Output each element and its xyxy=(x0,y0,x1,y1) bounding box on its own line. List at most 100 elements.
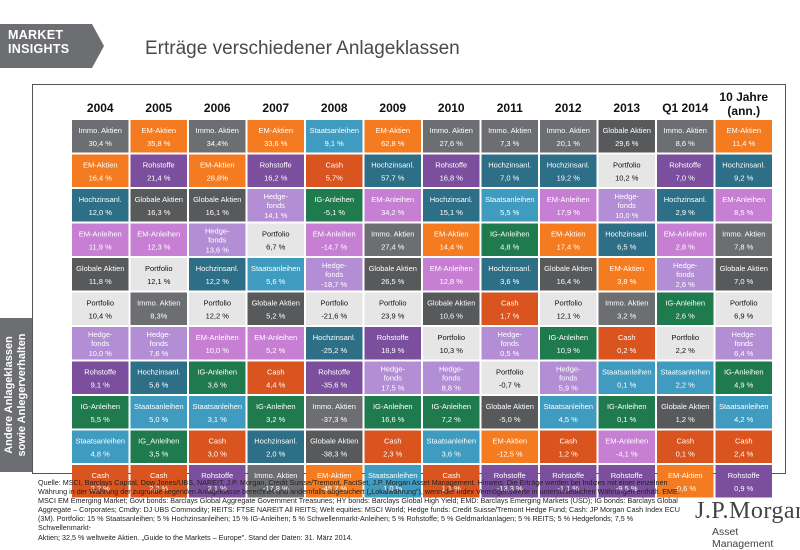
table-cell xyxy=(715,189,772,222)
cell-return-value: 3,6 % xyxy=(500,277,520,286)
cell-return-value: 3,6 % xyxy=(442,450,462,459)
table-cell xyxy=(364,189,421,222)
cell-return-value: 5,0 % xyxy=(149,415,169,424)
cell-asset-label: IG-Anleihen xyxy=(80,402,120,411)
table-cell xyxy=(130,154,187,187)
cell-return-value: -21,6 % xyxy=(321,312,347,321)
cell-asset-label: Portfolio xyxy=(496,368,524,377)
cell-return-value: 0,5 % xyxy=(500,349,520,358)
cell-return-value: 0,9 % xyxy=(734,484,754,493)
cell-asset-label: Hochzinsanl. xyxy=(196,264,239,273)
cell-asset-label: Immo. Aktien xyxy=(605,299,648,308)
cell-asset-label: Portfolio xyxy=(554,299,582,308)
cell-asset-label: IG-Anleihen xyxy=(490,230,530,239)
table-cell xyxy=(306,396,363,429)
cell-asset-label: Immo. Aktien xyxy=(488,126,531,135)
cell-asset-label: Immo. Aktien xyxy=(196,126,239,135)
cell-return-value: 17,5 % xyxy=(381,384,405,393)
cell-return-value: 8,3% xyxy=(150,312,167,321)
cell-asset-label: EM-Aktien xyxy=(492,437,527,446)
table-cell xyxy=(657,120,714,153)
cell-return-value: 2,2 % xyxy=(149,484,169,493)
page-title: Erträge verschiedener Anlageklassen xyxy=(145,38,460,59)
cell-return-value: 5,7% xyxy=(326,174,343,183)
cell-asset-label: EM-Anleihen xyxy=(664,230,707,239)
column-header: 2005 xyxy=(145,101,172,115)
table-cell xyxy=(72,120,129,153)
cell-asset-label: Portfolio xyxy=(613,161,641,170)
cell-return-value: 16,1 % xyxy=(206,208,230,217)
cell-return-value: 1,1 % xyxy=(442,484,462,493)
cell-return-value: 14,4 % xyxy=(440,243,464,252)
cell-asset-label: fonds xyxy=(150,339,169,348)
cell-asset-label: Immo. Aktien xyxy=(254,471,297,480)
cell-return-value: 35,8 % xyxy=(147,139,171,148)
cell-asset-label: EM-Anleihen xyxy=(371,195,414,204)
cell-asset-label: EM-Aktien xyxy=(141,126,176,135)
cell-return-value: 12,3 % xyxy=(147,243,171,252)
cell-return-value: 6,7 % xyxy=(266,243,286,252)
cell-asset-label: Immo. Aktien xyxy=(79,126,122,135)
cell-return-value: 12,1 % xyxy=(557,312,581,321)
cell-asset-label: fonds xyxy=(91,339,110,348)
cell-return-value: 30,4 % xyxy=(89,139,113,148)
cell-return-value: 5,9 % xyxy=(559,384,579,393)
table-cell xyxy=(540,327,597,360)
table-cell xyxy=(481,430,538,463)
table-cell xyxy=(247,465,304,498)
cell-asset-label: Rohstoffe xyxy=(260,161,292,170)
cell-return-value: 16,3 % xyxy=(147,208,171,217)
footnote-line: Währung in der Währung der zugrunde lieg… xyxy=(38,487,680,497)
cell-return-value: 17,9 % xyxy=(557,208,581,217)
cell-asset-label: Immo. Aktien xyxy=(547,126,590,135)
cell-return-value: 10,9 % xyxy=(557,346,581,355)
cell-asset-label: Hochzinsanl. xyxy=(430,195,473,204)
cell-return-value: 6,9 % xyxy=(734,312,754,321)
cell-return-value: 11,8 % xyxy=(89,277,112,286)
cell-return-value: -5,0 % xyxy=(499,415,521,424)
cell-return-value: 5,2 % xyxy=(266,312,286,321)
cell-asset-label: Immo. Aktien xyxy=(137,299,180,308)
column-header: 2013 xyxy=(613,101,640,115)
cell-asset-label: Hedge- xyxy=(614,192,639,201)
brand-label: MARKET INSIGHTS xyxy=(8,28,69,56)
table-cell xyxy=(657,223,714,256)
cell-return-value: 2,6 % xyxy=(676,280,696,289)
table-cell xyxy=(423,361,480,394)
cell-return-value: 10,4 % xyxy=(89,312,113,321)
cell-return-value: 16,2 % xyxy=(264,174,288,183)
table-cell xyxy=(423,154,480,187)
table-cell xyxy=(189,396,246,429)
table-cell xyxy=(657,258,714,291)
cell-return-value: 7,0 % xyxy=(676,174,696,183)
cell-return-value: 16,4 % xyxy=(557,277,581,286)
side-label-box xyxy=(0,318,32,472)
cell-return-value: 3,6 % xyxy=(208,381,228,390)
cell-asset-label: EM-Anleihen xyxy=(79,230,122,239)
cell-return-value: 4,9 % xyxy=(734,381,754,390)
cell-return-value: -17,8 % xyxy=(263,484,289,493)
table-cell xyxy=(364,361,421,394)
table-cell xyxy=(598,120,655,153)
table-cell xyxy=(481,189,538,222)
cell-asset-label: Cash xyxy=(267,368,285,377)
cell-return-value: 4,5 % xyxy=(559,415,579,424)
table-cell xyxy=(540,396,597,429)
table-cell xyxy=(423,258,480,291)
cell-return-value: 2,6 % xyxy=(676,312,696,321)
cell-asset-label: EM-Anleihen xyxy=(254,333,297,342)
cell-asset-label: EM-Anleihen xyxy=(313,230,356,239)
table-cell xyxy=(540,154,597,187)
cell-return-value: -0,7 % xyxy=(499,381,521,390)
cell-asset-label: Hochzinsanl. xyxy=(664,195,707,204)
cell-return-value: 4,2 % xyxy=(734,415,754,424)
column-header: 2012 xyxy=(555,101,582,115)
cell-return-value: -37,3 % xyxy=(321,415,347,424)
cell-asset-label: Hedge- xyxy=(556,365,581,374)
cell-return-value: 18,9 % xyxy=(381,346,405,355)
cell-asset-label: Globale Aktien xyxy=(252,299,300,308)
table-cell xyxy=(481,292,538,325)
cell-asset-label: Staatsanleihen xyxy=(134,402,184,411)
cell-asset-label: Globale Aktien xyxy=(427,299,475,308)
cell-asset-label: Cash xyxy=(325,161,343,170)
